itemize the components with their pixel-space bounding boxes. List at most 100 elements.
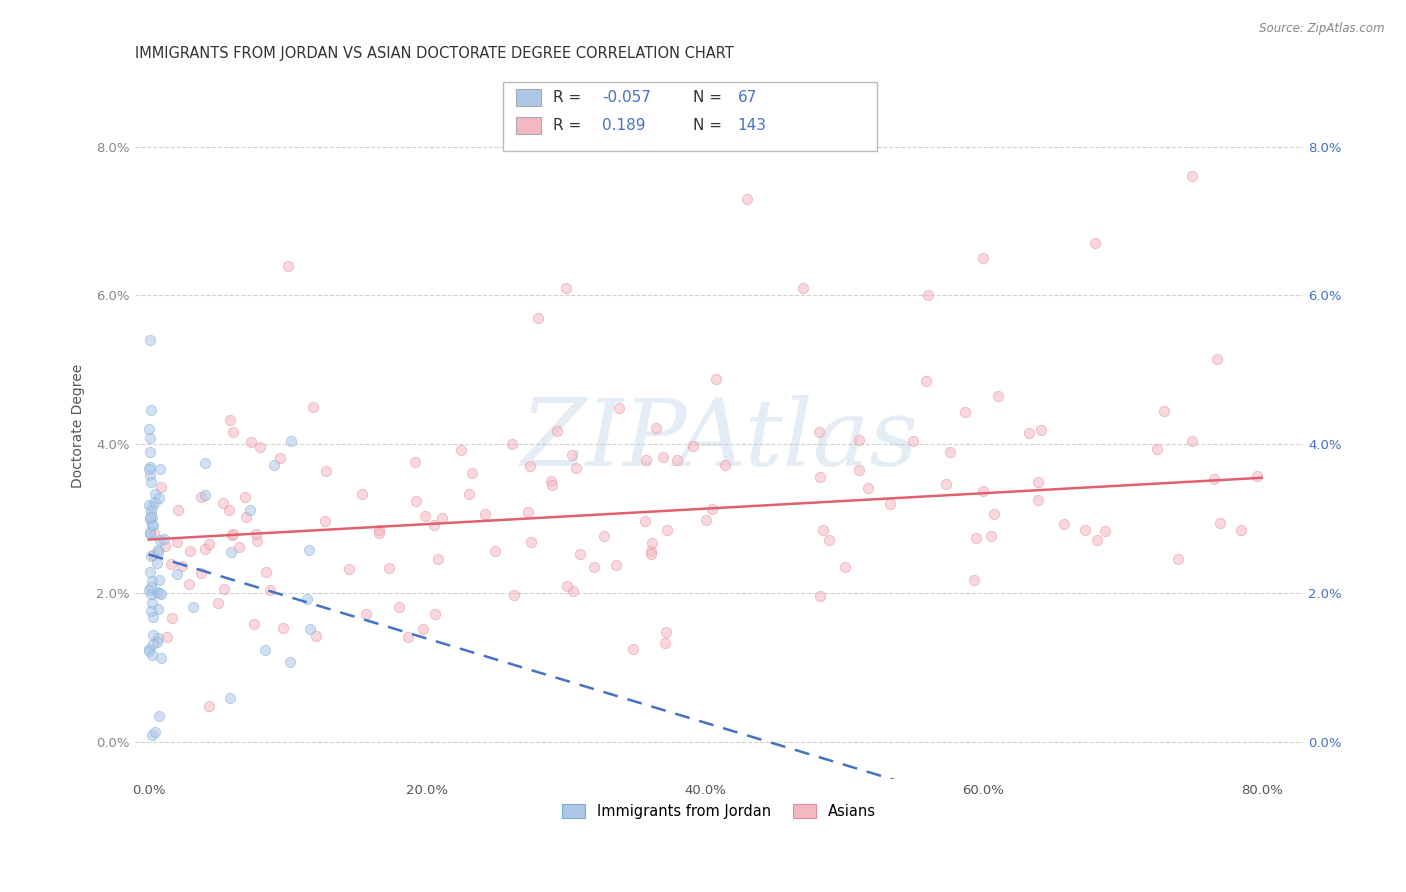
Point (388, 599, 411, 614)
Point (450, 443, 472, 458)
Point (243, 617, 266, 632)
Point (412, 623, 434, 637)
Point (146, 634, 169, 648)
Point (700, 502, 723, 516)
Point (139, 503, 162, 517)
Point (263, 458, 285, 473)
Point (141, 500, 163, 514)
Point (879, 497, 901, 511)
Point (138, 641, 160, 656)
Point (621, 642, 644, 657)
Point (253, 643, 276, 657)
Point (460, 466, 482, 480)
Point (404, 455, 426, 469)
Point (139, 403, 162, 417)
Point (141, 517, 163, 532)
Point (1018, 425, 1040, 440)
Point (704, 372, 727, 386)
Point (146, 632, 169, 646)
Point (423, 518, 446, 533)
Point (138, 643, 160, 657)
Point (207, 596, 229, 610)
Point (592, 529, 614, 543)
Text: IMMIGRANTS FROM JORDAN VS ASIAN DOCTORATE DEGREE CORRELATION CHART: IMMIGRANTS FROM JORDAN VS ASIAN DOCTORAT… (135, 46, 734, 62)
Point (546, 424, 568, 438)
Point (609, 401, 631, 415)
Point (1073, 524, 1095, 538)
Point (474, 507, 496, 521)
Point (139, 475, 162, 489)
Point (143, 487, 166, 501)
Point (139, 509, 162, 524)
Point (139, 526, 162, 541)
Point (484, 543, 506, 558)
Text: -0.057: -0.057 (602, 90, 651, 105)
Point (167, 502, 190, 516)
Point (141, 596, 163, 610)
Point (354, 607, 377, 621)
Point (1146, 442, 1168, 457)
Text: 0.189: 0.189 (602, 119, 645, 133)
Point (211, 496, 233, 510)
Point (141, 510, 163, 524)
Point (219, 545, 242, 559)
Point (640, 547, 662, 561)
Point (337, 561, 360, 575)
Point (145, 495, 167, 509)
Point (138, 431, 160, 445)
Point (368, 526, 391, 541)
Point (146, 602, 169, 616)
Point (142, 637, 165, 651)
Point (641, 535, 664, 549)
Point (427, 551, 450, 566)
Point (141, 728, 163, 742)
Point (818, 533, 841, 547)
Text: Source: ZipAtlas.com: Source: ZipAtlas.com (1260, 22, 1385, 36)
Point (138, 583, 160, 598)
Point (190, 566, 212, 580)
Point (848, 433, 870, 447)
Point (148, 491, 170, 506)
Point (233, 490, 256, 504)
Point (160, 611, 183, 625)
Point (259, 582, 281, 597)
Point (297, 543, 319, 558)
Point (938, 445, 960, 459)
Point (194, 488, 217, 502)
Point (170, 558, 193, 573)
Point (156, 630, 179, 644)
Text: 143: 143 (738, 119, 766, 133)
Point (139, 580, 162, 594)
Point (735, 192, 758, 206)
Point (194, 541, 217, 556)
Point (1094, 524, 1116, 539)
Point (142, 628, 165, 642)
Point (1053, 517, 1076, 532)
Point (935, 477, 957, 491)
Point (540, 474, 562, 488)
Point (713, 458, 735, 472)
Point (430, 511, 453, 525)
Point (149, 462, 172, 476)
FancyBboxPatch shape (516, 89, 541, 106)
Point (222, 527, 245, 541)
Point (146, 584, 169, 599)
Point (1181, 434, 1204, 448)
Point (405, 494, 427, 508)
Point (651, 450, 673, 465)
Point (367, 523, 389, 537)
Point (295, 592, 318, 607)
Point (314, 514, 336, 528)
Point (141, 549, 163, 563)
Point (565, 460, 588, 475)
Point (425, 607, 447, 622)
Point (254, 565, 277, 579)
Point (146, 542, 169, 557)
Point (813, 524, 835, 538)
Point (153, 539, 176, 553)
FancyBboxPatch shape (516, 118, 541, 135)
Point (987, 389, 1010, 403)
Point (138, 462, 160, 476)
Point (655, 523, 678, 537)
Point (655, 625, 678, 640)
